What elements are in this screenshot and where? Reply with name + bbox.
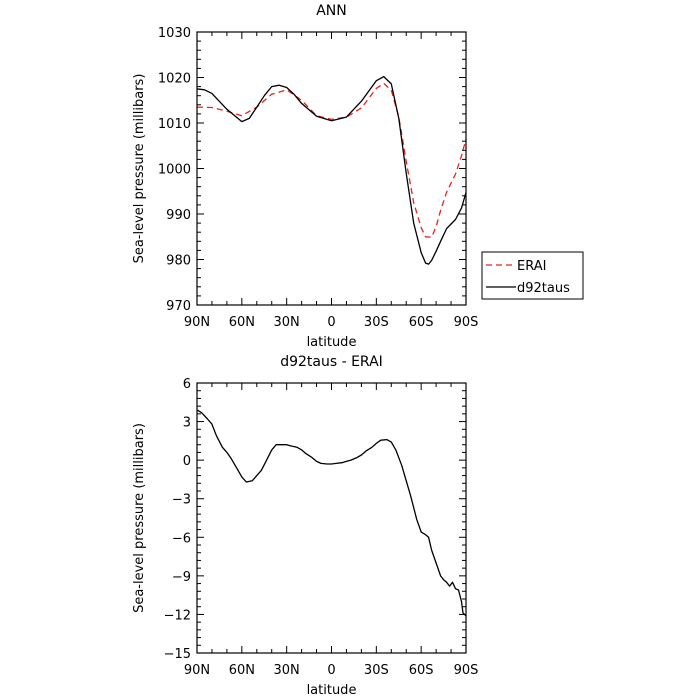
legend-label: ERAI [517,259,546,274]
y-tick-label: 990 [166,208,191,223]
y-tick-label: 970 [166,299,191,314]
legend-box [481,251,584,300]
series-line-d92taus [196,75,467,265]
chart-title: d92taus - ERAI [280,354,383,370]
x-tick-label: 90S [454,663,479,678]
series-line-difference [196,409,467,617]
x-axis-label: latitude [307,683,357,698]
chart-title: ANN [316,3,347,19]
y-axis-label: Sea-level pressure (millibars) [132,423,147,613]
y-tick-label: −6 [172,531,191,546]
x-tick-label: 30N [274,663,300,678]
x-tick-label: 60N [229,663,255,678]
x-tick-label: 90N [184,663,210,678]
y-tick-label: 6 [183,377,191,392]
y-tick-label: 0 [183,454,191,469]
y-tick-label: 1000 [158,163,191,178]
x-axis-label: latitude [307,335,357,350]
x-tick-label: 30N [274,315,300,330]
y-tick-label: −15 [164,647,191,662]
y-tick-label: 980 [166,254,191,269]
y-axis-label: Sea-level pressure (millibars) [132,74,147,264]
plot-frame [196,31,467,306]
x-tick-label: 60N [229,315,255,330]
y-tick-label: −12 [164,608,191,623]
x-tick-label: 60S [409,315,434,330]
y-tick-label: 1010 [158,117,191,132]
x-tick-label: 90S [454,315,479,330]
series-line-erai [196,82,467,238]
y-tick-label: 1030 [158,26,191,41]
y-tick-label: 1020 [158,72,191,87]
x-tick-label: 30S [364,315,389,330]
x-tick-label: 0 [327,315,335,330]
x-tick-label: 90N [184,315,210,330]
y-tick-label: −9 [172,570,191,585]
x-tick-label: 30S [364,663,389,678]
x-tick-label: 60S [409,663,434,678]
y-tick-label: −3 [172,493,191,508]
plot-frame [196,382,467,654]
x-tick-label: 0 [327,663,335,678]
legend-label: d92taus [517,281,570,296]
y-tick-label: 3 [183,416,191,431]
